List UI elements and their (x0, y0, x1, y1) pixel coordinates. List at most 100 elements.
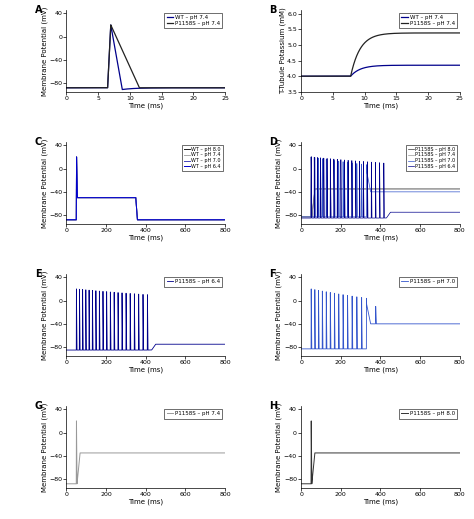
P1158S – pH 7.4 (157, 85, 163, 91)
Text: A: A (35, 6, 42, 16)
P1158S – pH 8.0 (418, 186, 423, 192)
P1158S – pH 7.0 (380, 321, 386, 327)
WT – pH 7.4 (147, 216, 153, 223)
WT – pH 8.0 (74, 154, 80, 160)
Line: P1158S – pH 7.0: P1158S – pH 7.0 (301, 289, 460, 349)
P1158S – pH 6.4 (136, 339, 142, 346)
WT – pH 7.0 (87, 195, 93, 201)
WT – pH 7.0 (72, 216, 78, 223)
Line: WT – pH 7.4: WT – pH 7.4 (66, 25, 225, 90)
P1158S – pH 7.4 (380, 186, 386, 192)
P1158S – pH 7.4 (298, 214, 304, 220)
WT – pH 7.4 (105, 195, 110, 201)
P1158S – pH 7.0 (345, 346, 351, 352)
P1158S – pH 7.0 (307, 214, 313, 220)
WT – pH 8.0 (87, 195, 93, 201)
X-axis label: Time (ms): Time (ms) (128, 498, 163, 505)
WT – pH 8.0 (147, 216, 153, 223)
WT – pH 7.4 (393, 62, 399, 69)
WT – pH 7.4 (190, 85, 195, 91)
P1158S – pH 8.0 (380, 186, 386, 192)
P1158S – pH 7.4 (72, 481, 78, 487)
X-axis label: Time (ms): Time (ms) (128, 235, 163, 241)
Y-axis label: Membrane Potential (mV): Membrane Potential (mV) (41, 139, 48, 228)
P1158S – pH 7.4 (457, 30, 463, 36)
P1158S – pH 7.0 (418, 321, 423, 327)
Legend: WT – pH 7.4, P1158S – pH 7.4: WT – pH 7.4, P1158S – pH 7.4 (164, 13, 222, 29)
P1158S – pH 7.4 (401, 30, 407, 36)
WT – pH 7.4 (160, 216, 166, 223)
WT – pH 7.4 (64, 85, 69, 91)
P1158S – pH 7.0 (307, 346, 313, 352)
WT – pH 7.0 (145, 216, 150, 223)
P1158S – pH 7.0 (418, 189, 423, 195)
Line: WT – pH 7.0: WT – pH 7.0 (66, 157, 225, 220)
Line: P1158S – pH 7.0: P1158S – pH 7.0 (301, 157, 460, 217)
P1158S – pH 6.4 (307, 215, 313, 221)
P1158S – pH 6.4 (399, 209, 405, 215)
P1158S – pH 6.4 (64, 347, 69, 353)
Y-axis label: T-Tubule Potassium (mM): T-Tubule Potassium (mM) (279, 8, 286, 94)
WT – pH 6.4 (160, 216, 166, 223)
P1158S – pH 6.4 (457, 209, 463, 215)
WT – pH 7.4 (108, 22, 114, 28)
WT – pH 7.0 (74, 154, 80, 160)
WT – pH 7.0 (147, 216, 153, 223)
WT – pH 7.0 (64, 216, 69, 223)
P1158S – pH 8.0 (307, 481, 312, 487)
WT – pH 7.4 (457, 62, 463, 69)
P1158S – pH 8.0 (457, 186, 463, 192)
Text: G: G (35, 402, 43, 412)
P1158S – pH 8.0 (399, 186, 405, 192)
P1158S – pH 6.4 (309, 154, 314, 160)
P1158S – pH 8.0 (345, 186, 351, 192)
WT – pH 8.0 (160, 216, 166, 223)
P1158S – pH 7.0 (399, 321, 405, 327)
P1158S – pH 7.4 (222, 85, 228, 91)
Legend: WT – pH 7.4, P1158S – pH 7.4: WT – pH 7.4, P1158S – pH 7.4 (399, 13, 457, 29)
WT – pH 7.0 (160, 216, 166, 223)
Y-axis label: Membrane Potential (mV): Membrane Potential (mV) (41, 6, 48, 96)
WT – pH 7.4 (87, 195, 93, 201)
P1158S – pH 7.4 (105, 450, 110, 456)
P1158S – pH 8.0 (457, 450, 463, 456)
X-axis label: Time (ms): Time (ms) (363, 102, 398, 109)
P1158S – pH 7.4 (160, 450, 166, 456)
WT – pH 7.4 (121, 86, 127, 92)
Line: P1158S – pH 6.4: P1158S – pH 6.4 (301, 157, 460, 218)
P1158S – pH 7.4 (371, 186, 377, 192)
WT – pH 7.4 (417, 62, 422, 69)
WT – pH 7.4 (359, 65, 365, 72)
X-axis label: Time (ms): Time (ms) (363, 498, 398, 505)
P1158S – pH 7.4 (359, 43, 365, 49)
P1158S – pH 7.0 (298, 346, 304, 352)
P1158S – pH 7.0 (457, 189, 463, 195)
WT – pH 7.4 (327, 73, 333, 79)
Line: WT – pH 7.4: WT – pH 7.4 (66, 157, 225, 220)
P1158S – pH 7.0 (309, 286, 314, 292)
P1158S – pH 7.0 (309, 154, 314, 160)
WT – pH 6.4 (72, 216, 78, 223)
WT – pH 7.0 (222, 216, 228, 223)
WT – pH 8.0 (105, 195, 110, 201)
WT – pH 7.4 (164, 85, 170, 91)
Line: P1158S – pH 6.4: P1158S – pH 6.4 (66, 289, 225, 350)
Text: B: B (269, 6, 277, 16)
WT – pH 6.4 (145, 216, 150, 223)
WT – pH 7.4 (222, 216, 228, 223)
WT – pH 7.4 (145, 216, 150, 223)
P1158S – pH 8.0 (395, 450, 401, 456)
Text: F: F (269, 269, 276, 280)
P1158S – pH 7.4 (222, 450, 228, 456)
WT – pH 6.4 (222, 216, 228, 223)
P1158S – pH 8.0 (309, 154, 314, 160)
P1158S – pH 8.0 (339, 450, 345, 456)
P1158S – pH 7.4 (64, 85, 69, 91)
P1158S – pH 7.4 (457, 186, 463, 192)
P1158S – pH 7.4 (327, 73, 333, 79)
P1158S – pH 7.4 (108, 22, 114, 28)
P1158S – pH 6.4 (371, 215, 377, 221)
Line: WT – pH 6.4: WT – pH 6.4 (66, 157, 225, 220)
P1158S – pH 7.4 (428, 30, 434, 36)
WT – pH 8.0 (64, 216, 69, 223)
